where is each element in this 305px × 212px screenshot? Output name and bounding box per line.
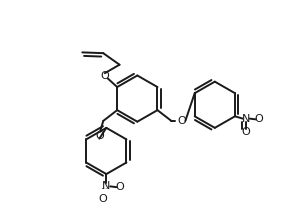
Text: O: O xyxy=(177,116,186,126)
Text: O: O xyxy=(115,182,124,192)
Text: O: O xyxy=(242,127,250,137)
Text: N: N xyxy=(102,181,110,191)
Text: O: O xyxy=(95,131,104,141)
Text: O: O xyxy=(98,194,107,204)
Text: O: O xyxy=(255,114,263,124)
Text: O: O xyxy=(100,71,109,81)
Text: N: N xyxy=(242,114,250,124)
